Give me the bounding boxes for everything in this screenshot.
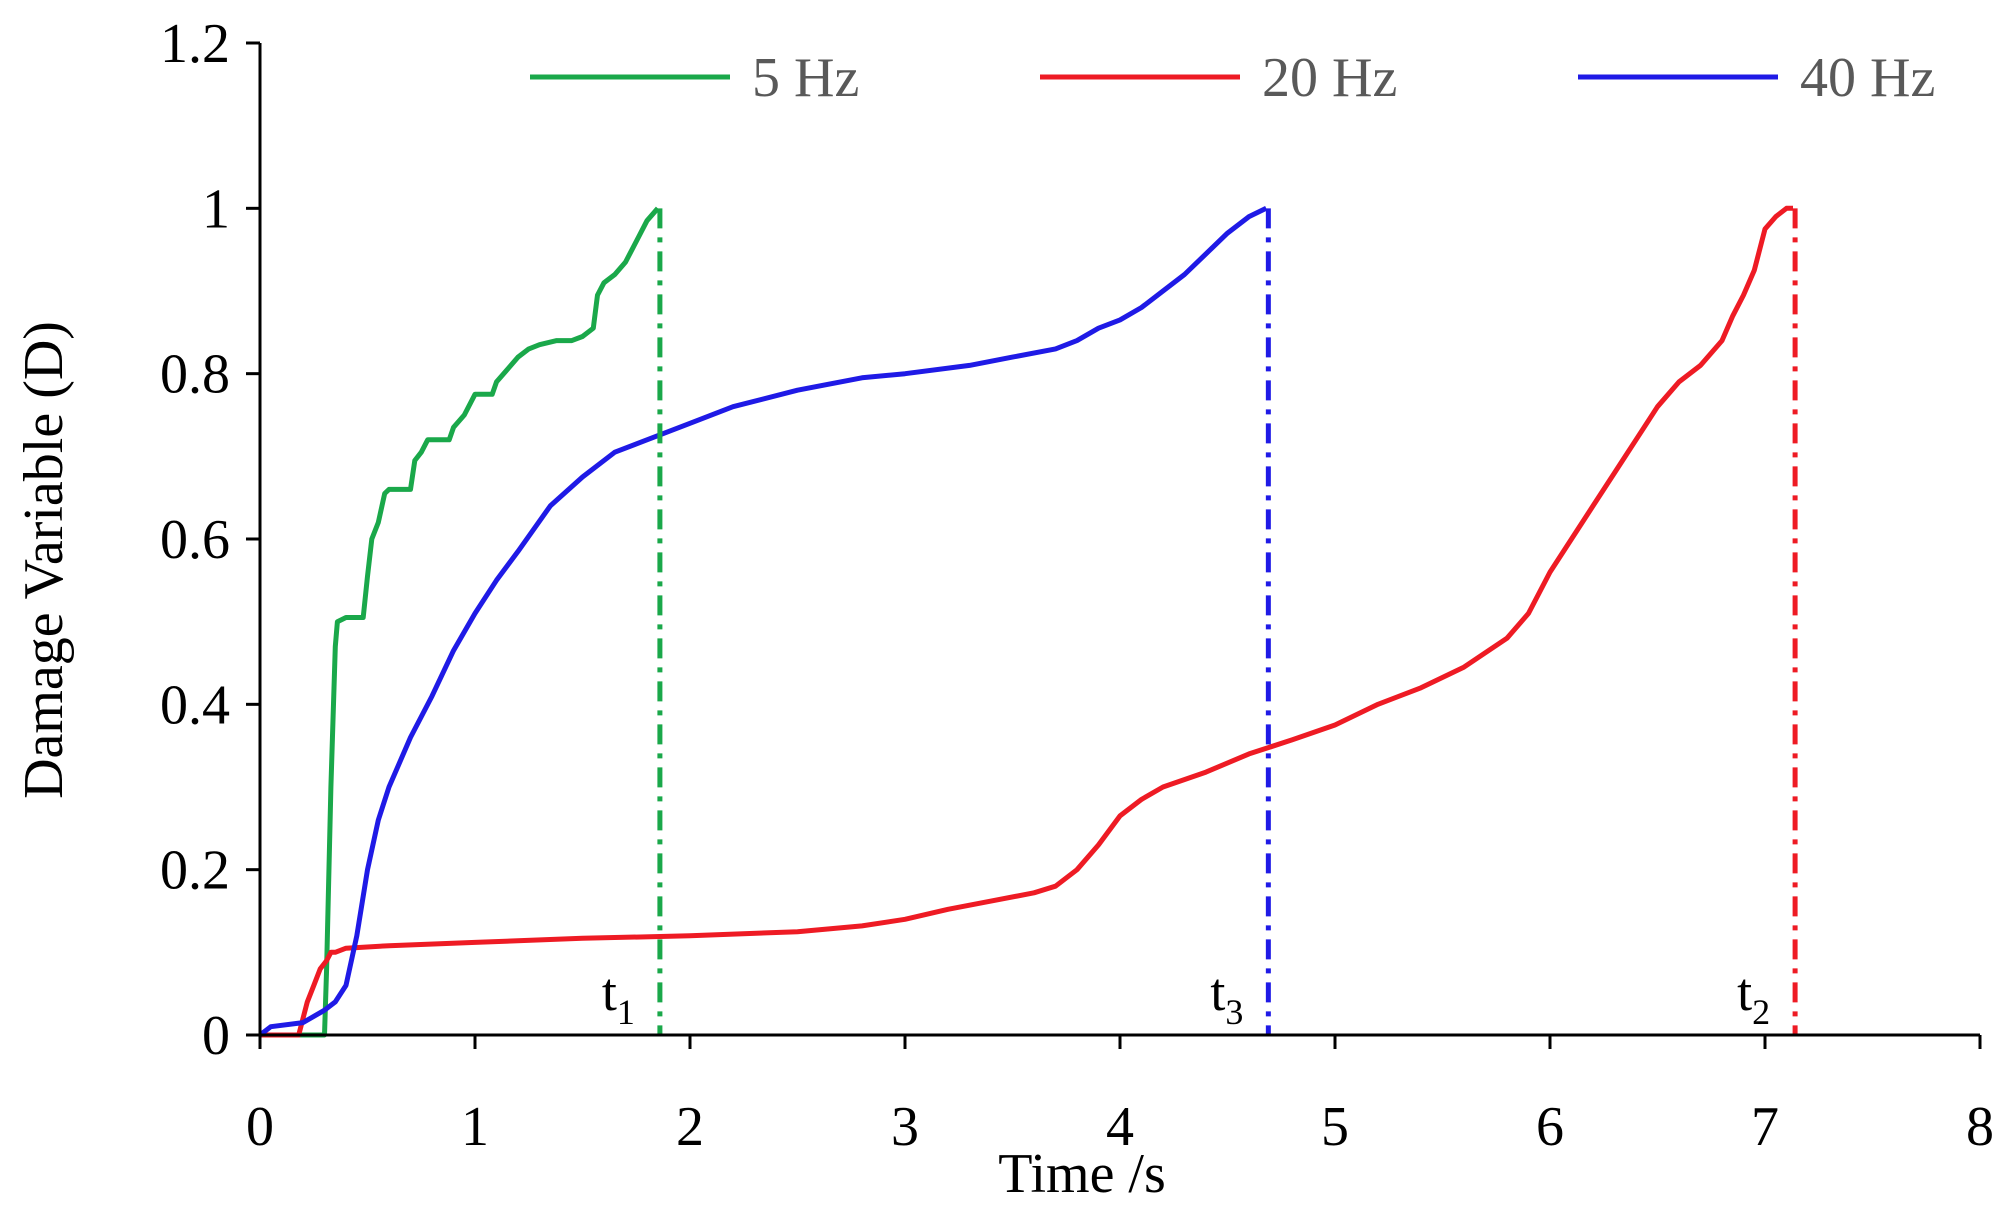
series-layer [258, 205, 1793, 1038]
series-line-2 [260, 205, 1793, 1038]
legend-label-3: 40 Hz [1800, 47, 1935, 109]
x-tick-label: 2 [676, 1096, 704, 1158]
x-tick-label: 3 [891, 1096, 919, 1158]
series-line-1 [260, 206, 660, 1038]
legend-label-1: 5 Hz [752, 47, 859, 109]
x-tick-label: 6 [1536, 1096, 1564, 1158]
x-axis-title: Time /s [998, 1143, 1166, 1205]
x-tick-label: 1 [461, 1096, 489, 1158]
y-tick-label: 0 [202, 1005, 230, 1067]
marker-label-t3: t3 [1210, 962, 1243, 1032]
y-tick-label: 1 [202, 178, 230, 240]
marker-label-t1: t1 [602, 962, 635, 1032]
legend-label-2: 20 Hz [1262, 47, 1397, 109]
y-axis-title: Damage Variable (D) [13, 321, 75, 799]
x-tick-label: 7 [1751, 1096, 1779, 1158]
x-tick-label: 8 [1966, 1096, 1994, 1158]
y-tick-label: 1.2 [160, 13, 230, 75]
y-tick-label: 0.4 [160, 674, 230, 736]
series-line-3 [258, 206, 1268, 1037]
x-tick-label: 4 [1106, 1096, 1134, 1158]
legend: 5 Hz 20 Hz 40 Hz [530, 47, 1935, 109]
marker-label-t2: t2 [1737, 962, 1770, 1032]
axes-layer: 0 0.2 0.4 0.6 0.8 1 1.2 0 1 2 3 4 5 6 7 8 [160, 13, 1994, 1158]
x-tick-label: 0 [246, 1096, 274, 1158]
y-tick-label: 0.8 [160, 344, 230, 406]
marker-layer: t1 t3 t2 [602, 208, 1798, 1035]
y-tick-label: 0.6 [160, 509, 230, 571]
x-tick-label: 5 [1321, 1096, 1349, 1158]
y-tick-label: 0.2 [160, 840, 230, 902]
